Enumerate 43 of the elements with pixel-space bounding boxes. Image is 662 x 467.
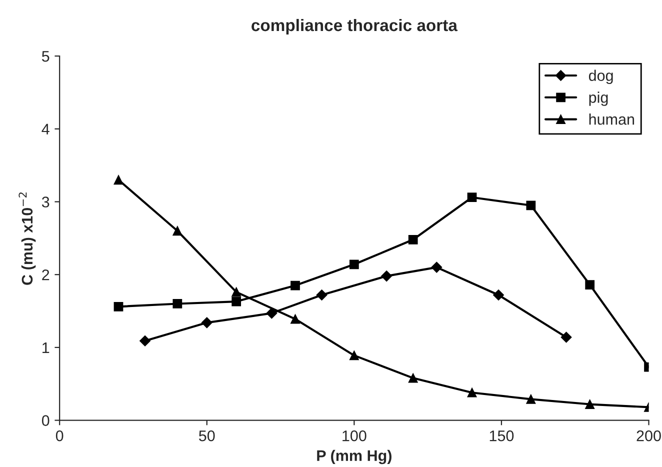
y-tick-label: 1	[42, 342, 50, 353]
y-tick-label: 5	[42, 51, 50, 62]
point	[493, 290, 504, 300]
legend-label: pig	[589, 92, 608, 106]
y-tick-label: 2	[42, 269, 50, 280]
point	[526, 200, 536, 210]
point	[381, 270, 392, 282]
legend-label: human	[589, 114, 634, 125]
x-tick-label: 50	[198, 430, 215, 442]
point	[585, 400, 595, 409]
point	[172, 299, 182, 308]
point	[408, 234, 418, 244]
point	[232, 287, 242, 297]
point	[585, 280, 595, 290]
point	[290, 314, 300, 324]
point	[114, 175, 124, 185]
point	[140, 335, 150, 346]
x-axis-title: P (mm Hg)	[317, 450, 392, 464]
point	[349, 260, 359, 270]
point	[172, 226, 182, 236]
point	[560, 332, 572, 343]
point	[114, 302, 124, 312]
point	[232, 296, 242, 306]
point	[526, 394, 536, 404]
point	[349, 350, 359, 360]
point	[431, 262, 442, 273]
y-axis-title: C (mu) x10$^{−2}$	[18, 192, 36, 285]
point	[467, 192, 477, 202]
x-tick-label: 150	[490, 430, 514, 442]
point	[467, 388, 477, 398]
point	[408, 373, 418, 383]
y-tick-label: 0	[42, 415, 50, 426]
y-tick-label: 3	[42, 196, 50, 208]
x-tick-label: 0	[56, 430, 64, 442]
x-tick-label: 200	[636, 430, 661, 442]
point	[201, 317, 212, 328]
chart-title: compliance thoracic aorta	[252, 18, 458, 34]
point	[316, 290, 328, 300]
x-tick-label: 100	[342, 430, 366, 442]
point	[290, 280, 300, 290]
point	[266, 308, 278, 319]
legend-label: dog	[588, 70, 613, 84]
y-tick-label: 4	[42, 124, 50, 134]
